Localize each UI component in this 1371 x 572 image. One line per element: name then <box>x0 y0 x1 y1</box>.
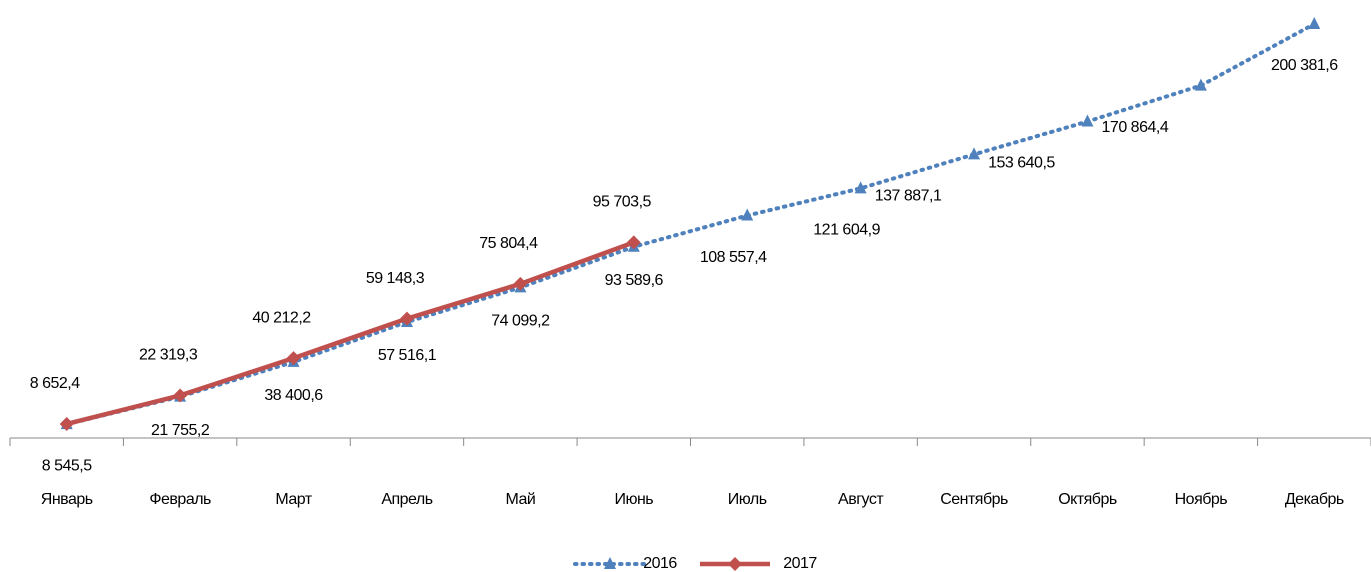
point-marker <box>286 351 301 366</box>
data-label: 8 652,4 <box>30 375 80 392</box>
legend-marker <box>728 557 742 571</box>
x-tick-label: Май <box>505 491 535 508</box>
data-label: 153 640,5 <box>988 155 1055 172</box>
x-tick-label: Август <box>838 491 884 508</box>
x-tick-label: Сентябрь <box>940 491 1008 508</box>
legend-label: 2016 <box>643 555 677 572</box>
x-tick-label: Апрель <box>381 491 432 508</box>
point-marker <box>626 235 641 250</box>
point-marker <box>741 208 754 221</box>
data-label: 137 887,1 <box>875 188 942 205</box>
data-label: 40 212,2 <box>252 309 311 326</box>
data-label: 75 804,4 <box>479 235 538 252</box>
data-label: 59 148,3 <box>366 270 425 287</box>
x-tick-label: Октябрь <box>1058 491 1117 508</box>
data-label: 170 864,4 <box>1102 119 1169 136</box>
point-marker <box>513 276 528 291</box>
x-tick-label: Март <box>275 491 312 508</box>
data-label: 93 589,6 <box>605 272 664 289</box>
data-label: 108 557,4 <box>700 249 767 266</box>
point-marker <box>59 416 74 431</box>
x-tick-label: Февраль <box>149 491 211 508</box>
data-label: 95 703,5 <box>593 194 652 211</box>
x-tick-label: Июль <box>728 491 767 508</box>
data-label: 8 545,5 <box>42 457 92 474</box>
series-line <box>66 240 635 427</box>
legend-label: 2017 <box>783 555 817 572</box>
data-label: 200 381,6 <box>1271 57 1338 74</box>
point-marker <box>854 181 867 194</box>
x-tick-label: Январь <box>41 491 93 508</box>
x-tick-label: Июнь <box>614 491 653 508</box>
point-marker <box>173 388 188 403</box>
data-label: 21 755,2 <box>151 422 210 439</box>
x-tick-label: Декабрь <box>1285 491 1344 508</box>
data-label: 22 319,3 <box>139 347 198 364</box>
point-marker <box>968 147 981 160</box>
series-line <box>64 22 1317 427</box>
point-marker <box>1194 78 1207 91</box>
point-marker <box>399 311 414 326</box>
data-label: 57 516,1 <box>378 347 437 364</box>
x-tick-label: Ноябрь <box>1175 491 1228 508</box>
legend-marker <box>604 557 616 569</box>
data-label: 74 099,2 <box>491 313 550 330</box>
point-marker <box>1081 114 1094 127</box>
data-label: 121 604,9 <box>813 222 880 239</box>
data-label: 38 400,6 <box>264 387 323 404</box>
point-marker <box>1308 17 1321 29</box>
